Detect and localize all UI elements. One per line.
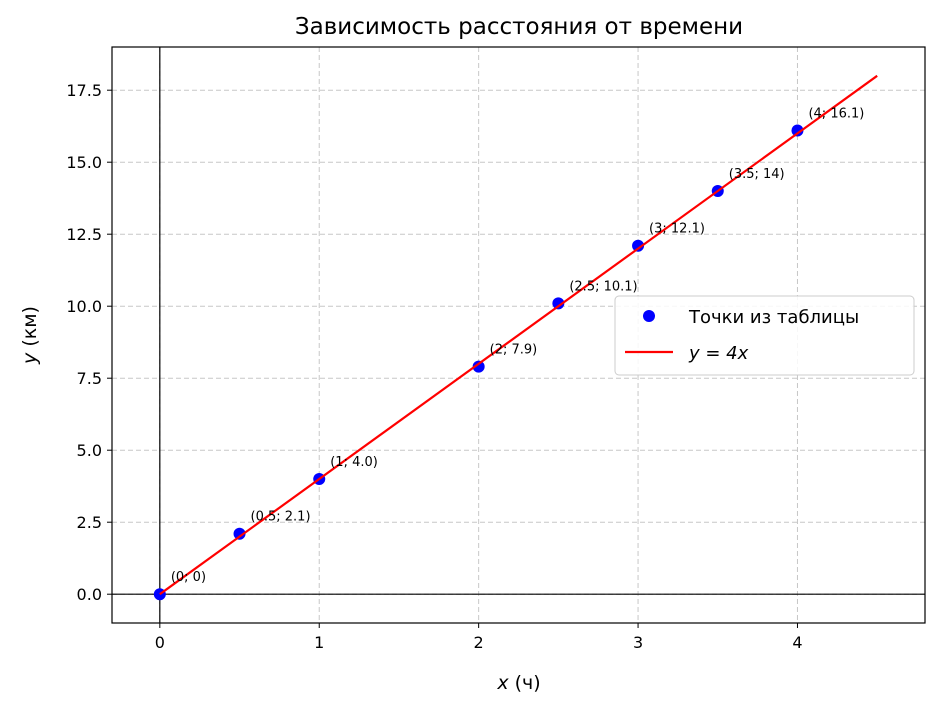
data-point-label: (0; 0) xyxy=(171,570,206,585)
plot-frame xyxy=(111,46,926,624)
data-point-label: (3.5; 14) xyxy=(729,167,785,182)
legend-box xyxy=(614,295,915,376)
data-point-label: (0.5; 2.1) xyxy=(251,510,311,525)
data-point-label: (1; 4.0) xyxy=(330,455,378,470)
fit-line xyxy=(159,74,878,596)
data-point xyxy=(632,239,645,252)
zero-lines xyxy=(112,47,925,623)
legend-label-line: y = 4x xyxy=(688,343,749,364)
legend-label-points: Точки из таблицы xyxy=(688,307,859,328)
legend: Точки из таблицы y = 4x xyxy=(614,295,915,376)
y-tick-label: 0.0 xyxy=(77,585,102,604)
data-point-label: (2.5; 10.1) xyxy=(569,279,637,294)
data-point-label: (3; 12.1) xyxy=(649,222,705,237)
y-axis-label: y (км) xyxy=(19,306,41,365)
data-point xyxy=(472,360,485,373)
x-tick-label: 2 xyxy=(474,633,484,652)
y-tick-label: 10.0 xyxy=(66,297,102,316)
legend-marker-points xyxy=(643,310,655,322)
x-tick-label: 4 xyxy=(792,633,802,652)
x-tick-label: 0 xyxy=(155,633,165,652)
data-point xyxy=(233,527,246,540)
data-point xyxy=(552,297,565,310)
x-axis-label: x (ч) xyxy=(496,672,540,694)
chart-title: Зависимость расстояния от времени xyxy=(295,14,743,40)
data-point-label: (4; 16.1) xyxy=(808,107,864,122)
y-tick-label: 2.5 xyxy=(77,513,102,532)
y-axis-ticks: 0.0 2.5 5.0 7.5 10.0 12.5 15.0 17.5 xyxy=(66,81,112,604)
y-tick-label: 12.5 xyxy=(66,225,102,244)
series: (0; 0) (0.5; 2.1) (1; 4.0) (2; 7.9) (2.5; 10… xyxy=(153,74,878,601)
y-tick-label: 15.0 xyxy=(66,153,102,172)
y-tick-label: 5.0 xyxy=(77,441,102,460)
x-tick-label: 3 xyxy=(633,633,643,652)
y-tick-label: 7.5 xyxy=(77,369,102,388)
data-point xyxy=(791,124,804,137)
x-axis-ticks: 0 1 2 3 4 xyxy=(155,623,803,652)
x-tick-label: 1 xyxy=(314,633,324,652)
y-tick-label: 17.5 xyxy=(66,81,102,100)
data-point-label: (2; 7.9) xyxy=(490,343,538,358)
